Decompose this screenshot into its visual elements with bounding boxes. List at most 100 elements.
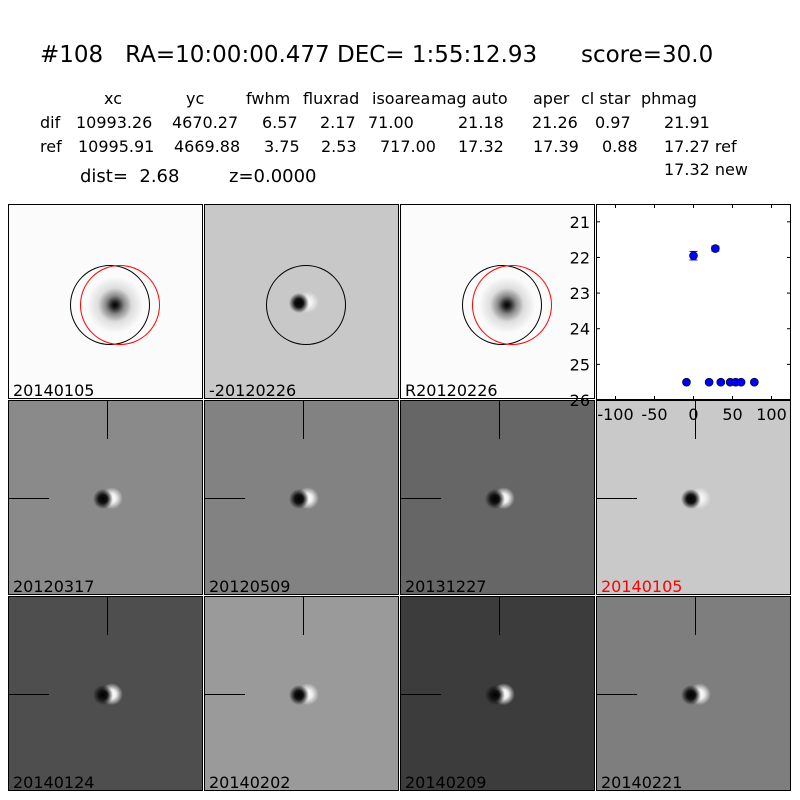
source-blob — [479, 675, 519, 715]
column-header: aper — [533, 89, 570, 108]
phmag-new: 17.32 new — [664, 160, 748, 179]
y-tick-label: 21 — [570, 213, 590, 232]
image-stamp[interactable]: 20140221 — [596, 596, 791, 791]
new-circle — [80, 265, 160, 345]
column-header: xc — [104, 89, 122, 108]
data-point — [682, 377, 691, 387]
crosshair-vertical — [695, 401, 696, 439]
column-header: isoarea — [372, 89, 431, 108]
plot-svg: 21 22 23 24 25 26 -100 -50 0 50 100 — [570, 204, 791, 424]
column-header: fwhm — [246, 89, 291, 108]
table-cell: 2.53 — [321, 137, 357, 156]
figure-title: #108 RA=10:00:00.477 DEC= 1:55:12.93 sco… — [40, 42, 714, 68]
table-cell: 21.91 — [664, 113, 710, 132]
row-label: dif — [40, 113, 61, 132]
image-stamp[interactable]: 20140105 — [596, 400, 791, 595]
x-tick-label: -50 — [641, 405, 667, 424]
y-tick-label: 24 — [570, 320, 590, 339]
new-circle — [472, 265, 552, 345]
redshift-value: z=0.0000 — [229, 166, 317, 187]
y-tick-label: 22 — [570, 248, 590, 267]
image-stamp[interactable]: 20140105 — [8, 204, 203, 399]
x-tick-label: -100 — [597, 405, 633, 424]
table-cell: 0.88 — [602, 137, 638, 156]
crosshair-vertical — [107, 401, 108, 439]
column-header: mag auto — [431, 89, 508, 108]
table-cell: 10993.26 — [76, 113, 153, 132]
image-stamp[interactable]: 20140209 — [400, 596, 595, 791]
crosshair-vertical — [499, 401, 500, 439]
image-stamp[interactable]: 20140124 — [8, 596, 203, 791]
table-cell: 17.27 ref — [664, 137, 737, 156]
data-point — [716, 377, 726, 387]
stamp-date-label: 20140105 — [13, 381, 95, 399]
table-cell: 717.00 — [380, 137, 436, 156]
crosshair-horizontal — [9, 498, 49, 499]
crosshair-vertical — [695, 597, 696, 635]
ref-circle — [266, 265, 346, 345]
crosshair-horizontal — [597, 694, 637, 695]
x-tick-label: 0 — [688, 405, 698, 424]
table-cell: 21.26 — [532, 113, 578, 132]
crosshair-vertical — [499, 597, 500, 635]
image-stamp[interactable]: 20120509 — [204, 400, 399, 595]
crosshair-vertical — [107, 597, 108, 635]
crosshair-vertical — [303, 597, 304, 635]
stamp-date-label: R20120226 — [405, 381, 498, 399]
image-stamp[interactable]: 20140202 — [204, 596, 399, 791]
light-curve-plot: 21 22 23 24 25 26 -100 -50 0 50 100 — [570, 204, 791, 424]
data-point — [689, 251, 698, 260]
table-cell: 21.18 — [458, 113, 504, 132]
source-blob — [675, 479, 715, 519]
x-tick-label: 50 — [722, 405, 742, 424]
y-tick-label: 25 — [570, 355, 590, 374]
table-cell: 2.17 — [320, 113, 356, 132]
data-point — [750, 377, 759, 387]
table-cell: 4669.88 — [174, 137, 241, 156]
table-cell: 17.39 — [533, 137, 579, 156]
source-blob — [283, 675, 323, 715]
table-cell: 4670.27 — [172, 113, 239, 132]
data-point — [711, 244, 720, 253]
stamp-date-label: -20120226 — [209, 381, 297, 399]
image-stamp[interactable]: R20120226 — [400, 204, 595, 399]
source-blob — [675, 675, 715, 715]
data-point — [736, 377, 746, 387]
table-cell: 3.75 — [264, 137, 300, 156]
image-stamp[interactable]: 20131227 — [400, 400, 595, 595]
column-header: phmag — [641, 89, 697, 108]
crosshair-horizontal — [205, 498, 245, 499]
crosshair-vertical — [303, 401, 304, 439]
stamp-date-label: 20140209 — [405, 773, 487, 791]
column-header: cl star — [581, 89, 631, 108]
stamp-date-label: 20120509 — [209, 577, 291, 595]
crosshair-horizontal — [401, 694, 441, 695]
table-cell: 17.32 — [458, 137, 504, 156]
table-cell: 0.97 — [595, 113, 631, 132]
row-label: ref — [40, 137, 62, 156]
stamp-date-label: 20120317 — [13, 577, 95, 595]
stamp-date-label: 20140221 — [601, 773, 683, 791]
column-header: fluxrad — [303, 89, 360, 108]
table-cell: 71.00 — [368, 113, 414, 132]
stamp-date-label: 20140202 — [209, 773, 291, 791]
crosshair-horizontal — [9, 694, 49, 695]
crosshair-horizontal — [597, 498, 637, 499]
source-blob — [283, 479, 323, 519]
x-tick-label: 100 — [756, 405, 787, 424]
source-blob — [87, 675, 127, 715]
image-stamp[interactable]: -20120226 — [204, 204, 399, 399]
crosshair-horizontal — [205, 694, 245, 695]
crosshair-horizontal — [401, 498, 441, 499]
column-header: yc — [186, 89, 205, 108]
source-blob — [479, 479, 519, 519]
dist-value: dist= 2.68 — [80, 166, 180, 187]
stamp-date-label: 20131227 — [405, 577, 487, 595]
table-cell: 10995.91 — [78, 137, 155, 156]
stamp-date-label: 20140105 — [601, 577, 683, 595]
stamp-date-label: 20140124 — [13, 773, 95, 791]
image-stamp[interactable]: 20120317 — [8, 400, 203, 595]
y-tick-label: 23 — [570, 284, 590, 303]
source-blob — [87, 479, 127, 519]
data-point — [704, 377, 714, 387]
